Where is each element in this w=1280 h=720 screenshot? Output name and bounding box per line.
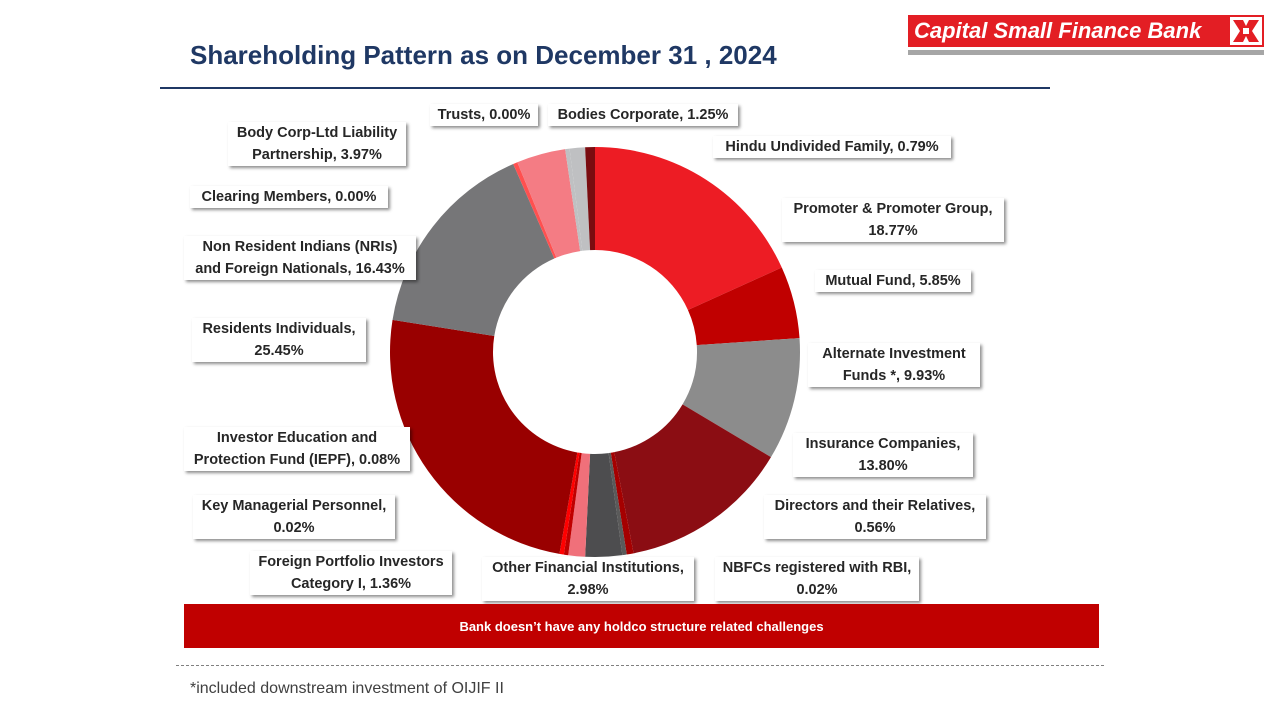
slice-data-label-line: Category I, 1.36% [290,576,412,592]
slice-data-label: NBFCs registered with RBI, 0.02% [715,557,919,601]
slice-data-label: Mutual Fund, 5.85% [815,270,971,292]
slice-data-label-line: Promoter & Promoter Group, [793,201,993,217]
donut-slice [585,453,623,557]
slice-data-label-line: Bodies Corporate, 1.25% [557,107,729,123]
slice-data-label: Alternate Investment Funds *, 9.93% [808,343,980,387]
slice-data-label-line: Hindu Undivided Family, 0.79% [725,139,939,155]
holdco-banner: Bank doesn’t have any holdco structure r… [184,604,1099,648]
slice-data-label: Bodies Corporate, 1.25% [548,104,738,126]
slice-data-label: Foreign Portfolio Investors Category I, 1… [250,551,452,595]
slice-data-label: Trusts, 0.00% [430,104,538,126]
slice-data-label-line: 13.80% [858,458,908,474]
donut-slice [389,319,578,554]
slice-data-label-line: Non Resident Indians (NRIs) [202,239,398,255]
slice-data-label: Non Resident Indians (NRIs) and Foreign N… [184,236,416,280]
slice-data-label-line: 2.98% [567,582,609,598]
slice-data-label: Promoter & Promoter Group, 18.77% [782,198,1004,242]
slice-data-label-line: 25.45% [254,343,304,359]
slice-data-label-line: Trusts, 0.00% [437,107,531,123]
slice-data-label-line: Protection Fund (IEPF), 0.08% [193,452,401,468]
slice-data-label-line: Clearing Members, 0.00% [201,189,377,205]
slice-data-label-line: Mutual Fund, 5.85% [825,273,961,289]
slice-data-label: Directors and their Relatives, 0.56% [764,495,986,539]
donut-slice [392,164,555,337]
slice-data-label-line: Partnership, 3.97% [252,147,382,163]
slice-data-label-line: 0.02% [273,520,315,536]
donut-slice [687,267,800,346]
title-divider [160,87,1050,89]
bank-logo-text: Capital Small Finance Bank [914,18,1202,43]
donut-slice [513,162,557,259]
donut-slice [610,452,634,555]
slice-data-label-line: Foreign Portfolio Investors [258,554,444,570]
slice-data-label: Hindu Undivided Family, 0.79% [713,136,951,158]
slice-data-label: Key Managerial Personnel, 0.02% [193,495,395,539]
donut-slice [682,338,800,458]
slice-data-label-line: and Foreign Nationals, 16.43% [195,261,405,277]
donut-slice [563,452,582,556]
donut-slice [559,452,580,555]
slice-data-label-line: Body Corp-Ltd Liability [236,125,398,141]
slice-data-label: Residents Individuals, 25.45% [192,318,366,362]
slice-data-label: Body Corp-Ltd Liability Partnership, 3.97… [228,122,406,166]
slice-data-label-line: Investor Education and [216,430,378,446]
slice-data-label-line: NBFCs registered with RBI, [722,560,912,576]
donut-slice [568,453,591,557]
slice-data-label: Clearing Members, 0.00% [190,186,388,208]
bank-logo-mark-icon [1230,17,1262,45]
slice-data-label-line: Insurance Companies, [805,436,961,452]
donut-slice [517,149,581,258]
logo-underline [908,50,1264,55]
footnote-divider [176,665,1104,666]
donut-slice [565,148,583,252]
donut-slice [614,404,771,554]
slice-data-label-line: 0.02% [796,582,838,598]
slice-data-label: Investor Education and Protection Fund (I… [184,427,410,471]
bank-logo: Capital Small Finance Bank [908,15,1264,47]
donut-slice [595,147,782,310]
donut-slice [608,452,627,556]
slice-data-label-line: 0.56% [854,520,896,536]
slice-data-label-line: Other Financial Institutions, [492,560,684,576]
slice-data-label: Insurance Companies, 13.80% [793,433,973,477]
slice-data-label: Other Financial Institutions, 2.98% [482,557,694,601]
donut-slice [585,147,595,251]
slice-data-label-line: Alternate Investment [822,346,966,362]
page-title: Shareholding Pattern as on December 31 ,… [190,40,777,70]
donut-slice [569,147,591,251]
slice-data-label-line: Funds *, 9.93% [842,368,946,384]
slice-data-label-line: 18.77% [868,223,918,239]
slice-data-label-line: Directors and their Relatives, [774,498,976,514]
slice-data-label-line: Residents Individuals, [202,321,356,337]
slice-data-label-line: Key Managerial Personnel, [201,498,387,514]
footnote: *included downstream investment of OIJIF… [190,680,504,697]
